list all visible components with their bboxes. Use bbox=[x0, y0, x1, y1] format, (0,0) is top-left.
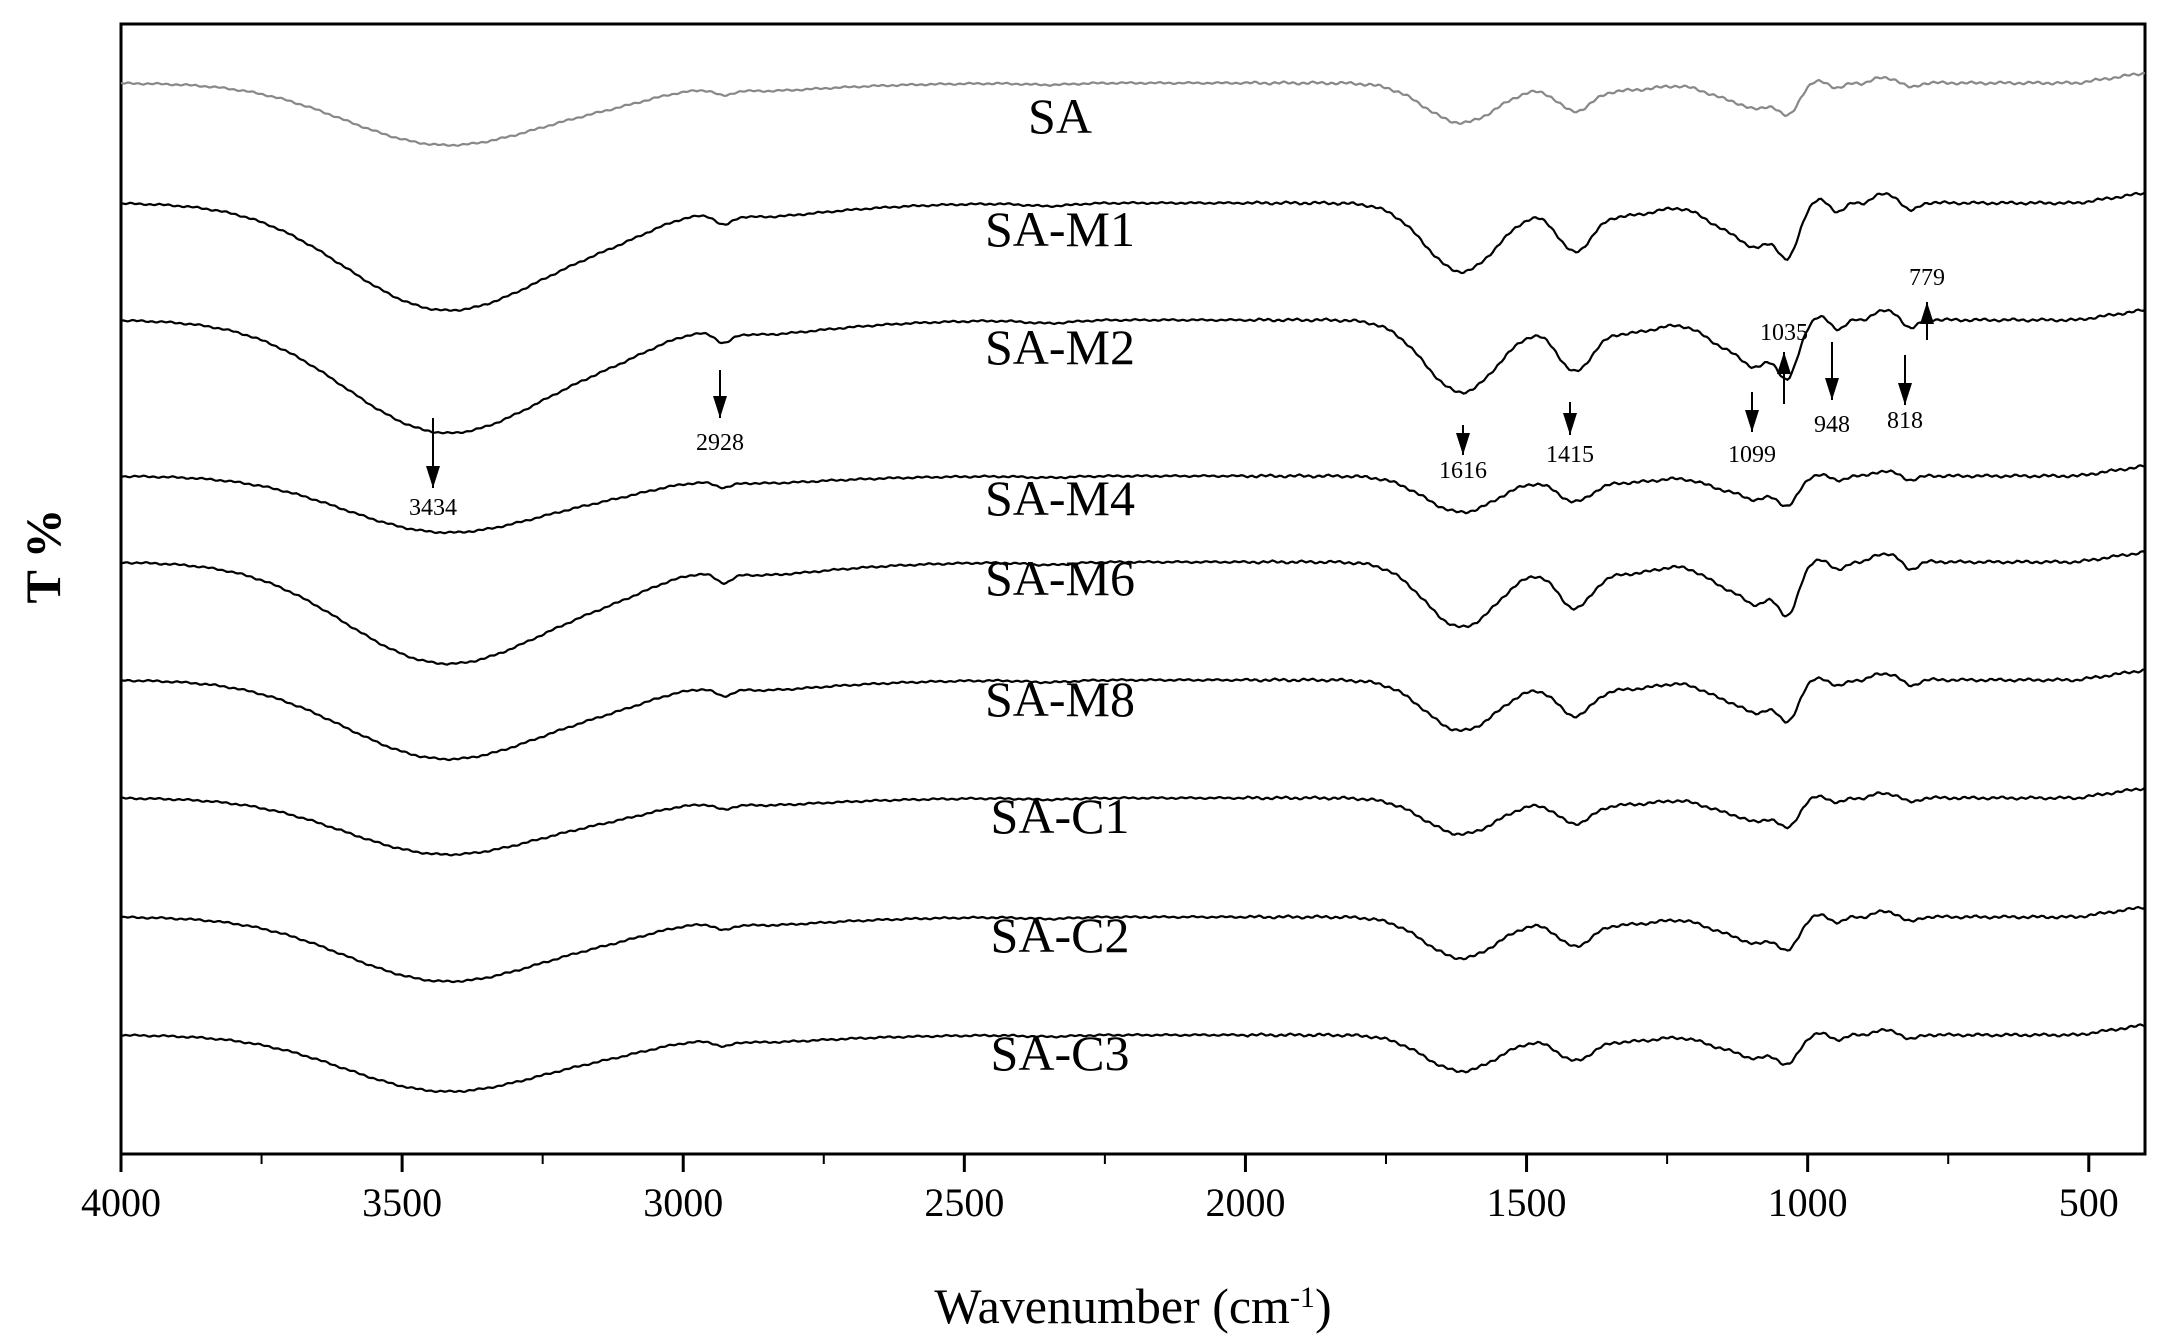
peak-arrow-head bbox=[713, 396, 727, 418]
peak-annotation-779: 779 bbox=[1909, 265, 1945, 340]
peak-label: 818 bbox=[1887, 408, 1923, 434]
x-tick-label: 1000 bbox=[1768, 1180, 1848, 1225]
peak-annotation-1616: 1616 bbox=[1439, 425, 1487, 484]
series-label-sa-m2: SA-M2 bbox=[985, 319, 1135, 375]
series-label-sa-m6: SA-M6 bbox=[985, 550, 1135, 606]
series-label-sa-m1: SA-M1 bbox=[985, 201, 1135, 257]
series-line-sa-c1 bbox=[120, 786, 2146, 857]
series-label-sa-c1: SA-C1 bbox=[991, 788, 1130, 844]
peak-arrow-head bbox=[1825, 378, 1839, 400]
peak-label: 2928 bbox=[696, 430, 744, 456]
peak-annotation-948: 948 bbox=[1814, 342, 1850, 438]
peak-arrow-head bbox=[1898, 383, 1912, 405]
series-label-sa-c3: SA-C3 bbox=[991, 1025, 1130, 1081]
x-axis: 4000 3500 3000 2500 2000 1500 1000 500 bbox=[81, 1154, 2119, 1225]
peak-annotation-818: 818 bbox=[1887, 355, 1923, 434]
peak-label: 779 bbox=[1909, 265, 1945, 291]
x-tick-label: 2000 bbox=[1205, 1180, 1285, 1225]
series-label-sa-m4: SA-M4 bbox=[985, 470, 1135, 526]
series-label-sa-c2: SA-C2 bbox=[991, 907, 1130, 963]
plot-frame bbox=[119, 22, 2147, 1156]
peak-annotation-2928: 2928 bbox=[696, 370, 744, 456]
peak-label: 3434 bbox=[409, 495, 457, 521]
peak-annotations-group: 3434 2928 1616 1415 1099 1035 948 818 779 bbox=[409, 265, 1945, 521]
series-line-sa-m8 bbox=[120, 668, 2146, 762]
series-labels-group: SA SA-M1 SA-M2 SA-M4 SA-M6 SA-M8 SA-C1 SA-C2 SA-… bbox=[985, 88, 1135, 1081]
peak-annotation-3434: 3434 bbox=[409, 418, 457, 521]
x-tick-label: 500 bbox=[2059, 1180, 2119, 1225]
peak-arrow-head bbox=[1777, 352, 1791, 374]
peak-annotation-1099: 1099 bbox=[1728, 392, 1776, 468]
peak-annotation-1035: 1035 bbox=[1760, 320, 1808, 404]
peak-arrow-head bbox=[1456, 433, 1470, 455]
x-tick-label: 3500 bbox=[362, 1180, 442, 1225]
peak-label: 1035 bbox=[1760, 320, 1808, 346]
x-tick-label: 4000 bbox=[81, 1180, 161, 1225]
spectra-group bbox=[120, 71, 2146, 1094]
series-line-sa-m1 bbox=[120, 191, 2146, 312]
x-tick-label: 1500 bbox=[1487, 1180, 1567, 1225]
peak-arrow-head bbox=[1920, 302, 1934, 324]
series-line-sa-c2 bbox=[120, 905, 2146, 984]
peak-label: 1415 bbox=[1546, 442, 1594, 468]
y-axis-title: T % bbox=[15, 509, 71, 604]
peak-arrow-head bbox=[1563, 413, 1577, 435]
series-label-sa: SA bbox=[1028, 88, 1092, 144]
peak-label: 1616 bbox=[1439, 458, 1487, 484]
series-label-sa-m8: SA-M8 bbox=[985, 671, 1135, 727]
peak-arrow-head bbox=[426, 466, 440, 488]
peak-label: 1099 bbox=[1728, 442, 1776, 468]
x-tick-label: 2500 bbox=[924, 1180, 1004, 1225]
series-line-sa-m2 bbox=[120, 308, 2146, 435]
series-line-sa bbox=[120, 71, 2146, 147]
peak-label: 948 bbox=[1814, 412, 1850, 438]
peak-arrow-head bbox=[1745, 410, 1759, 432]
series-line-sa-m4 bbox=[120, 464, 2146, 535]
series-line-sa-c3 bbox=[120, 1023, 2146, 1094]
x-axis-title: Wavenumber (cm-1) bbox=[934, 1278, 1331, 1334]
x-tick-label: 3000 bbox=[643, 1180, 723, 1225]
peak-annotation-1415: 1415 bbox=[1546, 402, 1594, 468]
series-line-sa-m6 bbox=[120, 550, 2146, 666]
